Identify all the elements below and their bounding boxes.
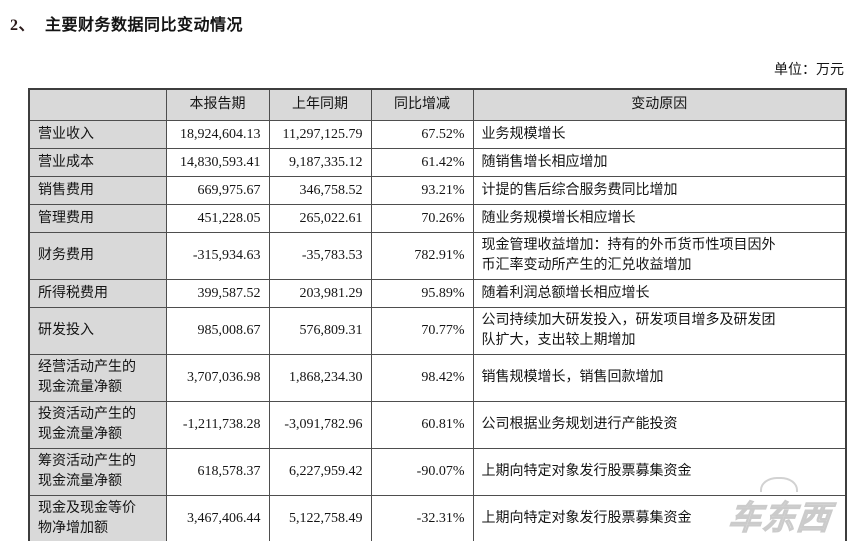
current-period-value: -1,211,738.28 (165, 401, 270, 449)
current-period-value: 451,228.05 (165, 204, 270, 233)
change-reason: 随销售增长相应增加 (472, 148, 847, 177)
row-label: 营业收入 (28, 120, 167, 149)
yoy-change-value: 782.91% (370, 232, 474, 280)
header-prior-period: 上年同期 (268, 88, 372, 121)
row-label: 经营活动产生的 现金流量净额 (28, 354, 167, 402)
current-period-value: -315,934.63 (165, 232, 270, 280)
table-row: 营业收入 18,924,604.13 11,297,125.79 67.52% … (28, 120, 847, 149)
change-reason: 公司持续加大研发投入，研发项目增多及研发团 队扩大，支出较上期增加 (472, 307, 847, 355)
current-period-value: 985,008.67 (165, 307, 270, 355)
prior-period-value: -35,783.53 (268, 232, 372, 280)
header-change-reason: 变动原因 (472, 88, 847, 121)
table-row: 现金及现金等价 物净增加额 3,467,406.44 5,122,758.49 … (28, 495, 847, 541)
yoy-change-value: 61.42% (370, 148, 474, 177)
page-title: 2、 主要财务数据同比变动情况 (10, 11, 243, 35)
header-item-blank (28, 88, 167, 121)
prior-period-value: 5,122,758.49 (268, 495, 372, 541)
prior-period-value: 346,758.52 (268, 176, 372, 205)
yoy-change-value: -32.31% (370, 495, 474, 541)
table-row: 营业成本 14,830,593.41 9,187,335.12 61.42% 随… (28, 148, 847, 177)
yoy-change-value: 70.26% (370, 204, 474, 233)
yoy-change-value: 98.42% (370, 354, 474, 402)
prior-period-value: 1,868,234.30 (268, 354, 372, 402)
table-header: 本报告期 上年同期 同比增减 变动原因 (28, 88, 847, 121)
yoy-change-value: 70.77% (370, 307, 474, 355)
current-period-value: 618,578.37 (165, 448, 270, 496)
row-label: 财务费用 (28, 232, 167, 280)
yoy-change-value: -90.07% (370, 448, 474, 496)
change-reason: 随着利润总额增长相应增长 (472, 279, 847, 308)
table-row: 经营活动产生的 现金流量净额 3,707,036.98 1,868,234.30… (28, 354, 847, 402)
yoy-change-value: 93.21% (370, 176, 474, 205)
table-row: 所得税费用 399,587.52 203,981.29 95.89% 随着利润总… (28, 279, 847, 308)
prior-period-value: 265,022.61 (268, 204, 372, 233)
row-label: 营业成本 (28, 148, 167, 177)
table-row: 筹资活动产生的 现金流量净额 618,578.37 6,227,959.42 -… (28, 448, 847, 496)
change-reason: 计提的售后综合服务费同比增加 (472, 176, 847, 205)
table-row: 投资活动产生的 现金流量净额 -1,211,738.28 -3,091,782.… (28, 401, 847, 449)
change-reason: 上期向特定对象发行股票募集资金 (472, 495, 847, 541)
current-period-value: 669,975.67 (165, 176, 270, 205)
unit-label: 单位：万元 (774, 63, 844, 78)
row-label: 管理费用 (28, 204, 167, 233)
row-label: 所得税费用 (28, 279, 167, 308)
yoy-change-value: 60.81% (370, 401, 474, 449)
row-label: 销售费用 (28, 176, 167, 205)
prior-period-value: 9,187,335.12 (268, 148, 372, 177)
table-body: 营业收入 18,924,604.13 11,297,125.79 67.52% … (28, 120, 847, 541)
row-label: 筹资活动产生的 现金流量净额 (28, 448, 167, 496)
row-label: 投资活动产生的 现金流量净额 (28, 401, 167, 449)
section-number: 2、 (10, 17, 36, 34)
row-label: 现金及现金等价 物净增加额 (28, 495, 167, 541)
yoy-change-value: 67.52% (370, 120, 474, 149)
prior-period-value: 576,809.31 (268, 307, 372, 355)
prior-period-value: -3,091,782.96 (268, 401, 372, 449)
section-title-text: 主要财务数据同比变动情况 (45, 17, 244, 34)
row-label: 研发投入 (28, 307, 167, 355)
change-reason: 业务规模增长 (472, 120, 847, 149)
current-period-value: 3,707,036.98 (165, 354, 270, 402)
yoy-change-value: 95.89% (370, 279, 474, 308)
table-header-row: 本报告期 上年同期 同比增减 变动原因 (28, 88, 847, 121)
table-row: 财务费用 -315,934.63 -35,783.53 782.91% 现金管理… (28, 232, 847, 280)
change-reason: 随业务规模增长相应增长 (472, 204, 847, 233)
prior-period-value: 203,981.29 (268, 279, 372, 308)
change-reason: 上期向特定对象发行股票募集资金 (472, 448, 847, 496)
current-period-value: 18,924,604.13 (165, 120, 270, 149)
prior-period-value: 11,297,125.79 (268, 120, 372, 149)
current-period-value: 399,587.52 (165, 279, 270, 308)
financial-data-table: 本报告期 上年同期 同比增减 变动原因 营业收入 18,924,604.13 1… (28, 88, 847, 541)
header-current-period: 本报告期 (165, 88, 270, 121)
current-period-value: 14,830,593.41 (165, 148, 270, 177)
table-row: 管理费用 451,228.05 265,022.61 70.26% 随业务规模增… (28, 204, 847, 233)
change-reason: 现金管理收益增加：持有的外币货币性项目因外 币汇率变动所产生的汇兑收益增加 (472, 232, 847, 280)
current-period-value: 3,467,406.44 (165, 495, 270, 541)
header-yoy-change: 同比增减 (370, 88, 474, 121)
table-row: 研发投入 985,008.67 576,809.31 70.77% 公司持续加大… (28, 307, 847, 355)
change-reason: 销售规模增长，销售回款增加 (472, 354, 847, 402)
prior-period-value: 6,227,959.42 (268, 448, 372, 496)
table-row: 销售费用 669,975.67 346,758.52 93.21% 计提的售后综… (28, 176, 847, 205)
change-reason: 公司根据业务规划进行产能投资 (472, 401, 847, 449)
